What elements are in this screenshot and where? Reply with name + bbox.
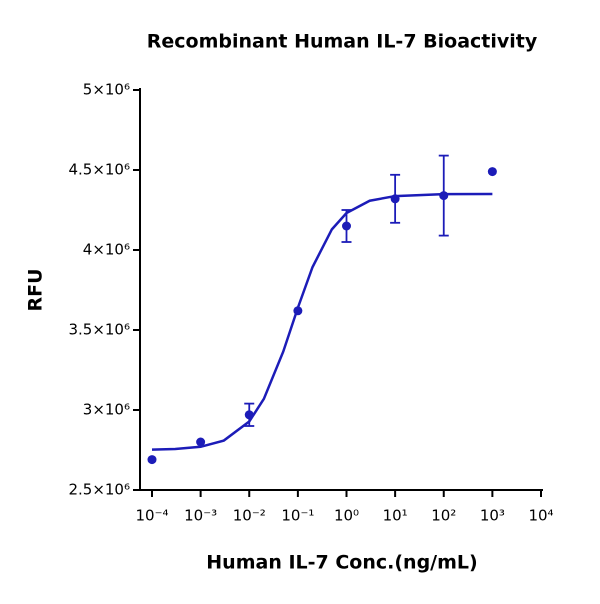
y-tick-label: 3.5×10⁶ (68, 321, 130, 339)
x-tick-label: 10⁴ (528, 507, 553, 525)
chart-title: Recombinant Human IL-7 Bioactivity (147, 31, 538, 53)
x-axis-label: Human IL-7 Conc.(ng/mL) (206, 552, 477, 574)
y-tick-label: 4×10⁶ (83, 241, 130, 259)
x-tick-label: 10¹ (383, 507, 408, 525)
x-tick-label: 10⁻³ (184, 507, 217, 525)
y-tick-label: 5×10⁶ (83, 81, 130, 99)
data-point (439, 191, 449, 201)
y-tick-label: 2.5×10⁶ (68, 481, 130, 499)
x-tick-label: 10⁻¹ (281, 507, 314, 525)
x-tick-label: 10³ (480, 507, 505, 525)
y-tick-label: 3×10⁶ (83, 401, 130, 419)
x-tick-label: 10⁻⁴ (135, 507, 168, 525)
x-tick-label: 10⁻² (233, 507, 266, 525)
data-point (342, 221, 351, 231)
y-tick-label: 4.5×10⁶ (68, 161, 130, 179)
fit-curve (151, 192, 493, 451)
x-tick-label: 10⁰ (334, 507, 359, 525)
data-point (147, 455, 157, 465)
data-point (487, 167, 497, 177)
y-axis-label: RFU (25, 268, 47, 311)
data-point (196, 437, 206, 447)
x-tick-label: 10² (431, 507, 456, 525)
